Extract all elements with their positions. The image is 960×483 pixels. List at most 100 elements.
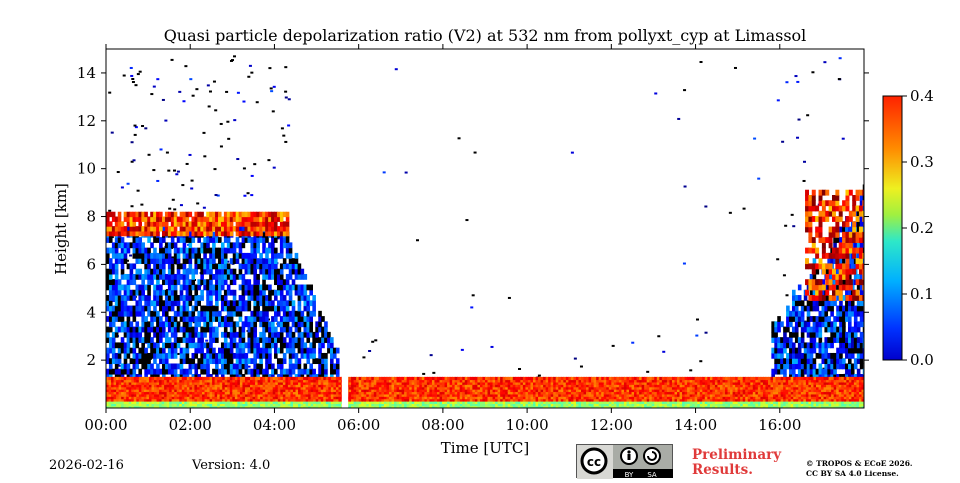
data-cell (235, 368, 240, 375)
data-cell (853, 331, 858, 338)
data-cell (170, 284, 175, 291)
data-cell (791, 358, 796, 365)
data-cell (253, 321, 257, 328)
data-cell (108, 358, 113, 365)
data-cell (297, 358, 302, 365)
surface-cell (406, 403, 411, 407)
data-cell (839, 305, 843, 312)
data-cell (111, 337, 116, 343)
surface-cell (396, 405, 400, 408)
surface-cell (356, 379, 360, 383)
surface-cell (131, 379, 135, 383)
surface-cell (184, 400, 188, 405)
surface-cell (232, 391, 236, 395)
data-cell (309, 352, 313, 359)
surface-cell (234, 386, 239, 390)
data-cell (842, 273, 847, 280)
surface-cell (108, 381, 112, 385)
surface-cell (234, 403, 239, 407)
data-cell (265, 300, 269, 307)
data-cell (179, 326, 184, 333)
surface-cell (462, 381, 466, 385)
data-cell (162, 279, 166, 286)
data-cell (156, 289, 160, 296)
data-cell (200, 211, 204, 218)
surface-cell (287, 379, 292, 383)
data-cell (831, 273, 836, 280)
surface-cell (310, 386, 315, 390)
surface-cell (260, 400, 264, 405)
surface-cell (154, 398, 158, 402)
data-cell (156, 268, 160, 275)
data-cell (218, 226, 222, 232)
data-cell (831, 216, 836, 222)
data-cell (120, 326, 125, 333)
surface-cell (202, 391, 206, 395)
data-cell (279, 252, 284, 259)
surface-cell (111, 391, 115, 395)
surface-cell (229, 386, 234, 390)
data-cell (827, 337, 831, 343)
noise-pixel (470, 306, 474, 309)
data-cell (859, 342, 864, 349)
data-cell (244, 352, 249, 359)
surface-cell (399, 386, 403, 390)
data-cell (271, 226, 275, 232)
surface-cell (272, 386, 277, 390)
data-cell (188, 268, 193, 275)
data-cell (138, 331, 143, 338)
data-cell (285, 247, 290, 254)
surface-cell (394, 381, 398, 385)
data-cell (288, 368, 293, 375)
data-cell (315, 326, 319, 333)
surface-cell (270, 403, 274, 407)
surface-cell (452, 403, 456, 407)
surface-cell (394, 403, 398, 407)
data-cell (223, 368, 228, 375)
data-cell (839, 321, 843, 328)
data-cell (794, 316, 799, 322)
surface-cell (136, 376, 140, 381)
data-cell (111, 247, 116, 254)
data-cell (253, 226, 257, 232)
surface-cell (214, 400, 219, 405)
surface-cell (330, 403, 335, 407)
data-cell (108, 316, 113, 322)
data-cell (808, 210, 813, 217)
data-cell (129, 305, 134, 312)
surface-cell (439, 400, 443, 405)
surface-cell (305, 388, 310, 393)
data-cell (291, 284, 296, 291)
data-cell (291, 316, 296, 322)
data-cell (827, 358, 831, 365)
data-cell (808, 221, 813, 228)
data-cell (153, 305, 157, 312)
surface-cell (351, 381, 355, 385)
surface-cell (348, 386, 352, 390)
surface-cell (464, 405, 469, 408)
surface-cell (338, 381, 342, 385)
data-cell (114, 316, 119, 322)
surface-cell (146, 405, 150, 408)
surface-cell (224, 396, 229, 400)
surface-cell (298, 403, 302, 407)
surface-cell (272, 400, 277, 405)
data-cell (859, 200, 864, 207)
data-cell (828, 284, 833, 291)
surface-cell (131, 384, 135, 388)
data-cell (774, 363, 778, 370)
surface-cell (469, 393, 474, 397)
surface-cell (143, 393, 148, 397)
surface-cell (133, 398, 138, 402)
surface-cell (361, 393, 365, 397)
surface-cell (217, 393, 221, 397)
data-cell (138, 211, 142, 218)
surface-cell (409, 393, 413, 397)
surface-cell (275, 403, 279, 407)
data-cell (771, 337, 775, 343)
data-cell (838, 205, 843, 212)
surface-cell (298, 400, 302, 405)
data-cell (288, 247, 293, 254)
surface-cell (179, 381, 183, 385)
data-cell (312, 358, 316, 365)
